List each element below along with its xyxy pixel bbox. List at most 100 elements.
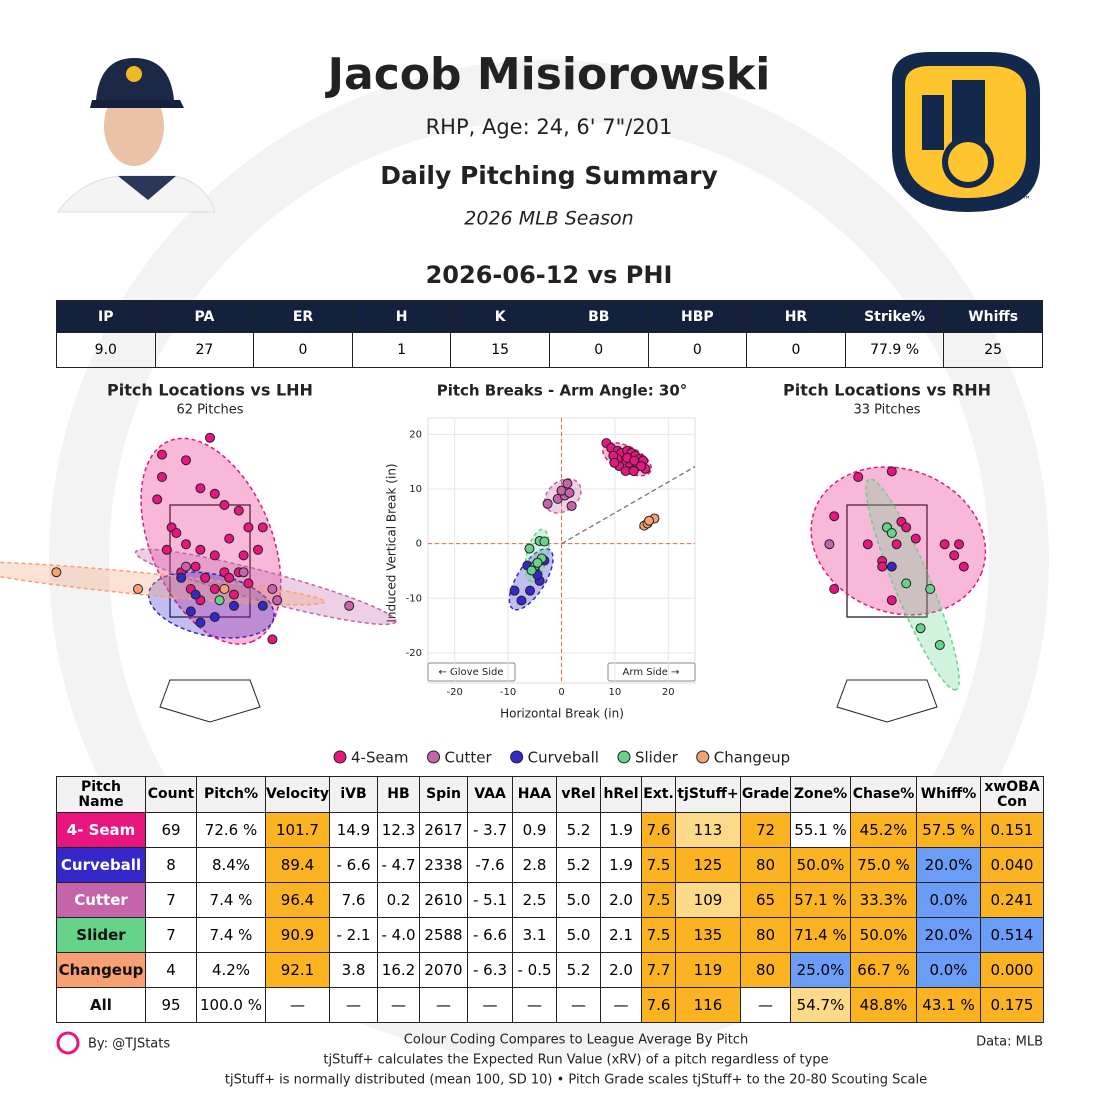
player-bio: RHP, Age: 24, 6' 7"/201 [426,115,673,139]
table-cell: 0.000 [980,952,1044,988]
pitch-point [152,494,163,505]
table-cell: 2588 [419,917,468,953]
column-header: Pitch Name [56,776,146,813]
table-cell: — [265,987,330,1023]
table-cell: 48.8% [850,987,917,1023]
confidence-ellipse [140,437,282,645]
table-cell: 4 [145,952,197,988]
summary-header: HBP [647,300,748,333]
table-cell: 5.0 [556,882,601,918]
table-cell: — [740,987,791,1023]
column-header: Chase% [850,776,917,813]
pitch-point [181,455,191,466]
table-cell: 72.6 % [196,812,266,848]
pitch-point [910,533,921,544]
confidence-ellipse [147,571,275,639]
table-cell: 20.0% [916,917,981,953]
pitch-point [891,539,902,550]
table-cell: 2070 [419,952,468,988]
table-cell: 101.7 [265,812,330,848]
pitch-point [229,600,239,611]
pitch-point [257,600,268,611]
column-header: Pitch% [196,776,266,813]
table-cell: 16.2 [377,952,420,988]
pitch-point [181,539,191,550]
x-axis-label: Horizontal Break (in) [500,707,624,721]
summary-value: 25 [943,332,1043,368]
table-cell: — [329,987,378,1023]
credit: By: @TJStats [88,1037,170,1052]
table-cell: 2.1 [600,917,642,953]
column-header: Zone% [790,776,851,813]
table-cell: 7.7 [641,952,676,988]
pitch-point [229,589,239,600]
pitch-point [524,543,535,554]
table-cell: 65 [740,882,791,918]
summary-header: Whiffs [943,300,1043,333]
table-cell: -7.6 [467,847,513,883]
pitch-point [636,461,647,472]
table-cell: 0.0% [916,882,981,918]
pitch-point [886,466,897,477]
pitch-point [209,550,220,561]
table-cell: - 0.5 [512,952,557,988]
table-cell: — [512,987,557,1023]
pitch-point [214,595,225,606]
table-cell: 3.8 [329,952,378,988]
strike-zone [846,504,928,618]
pitch-point [224,533,235,544]
table-cell: 8 [145,847,197,883]
report-title: Daily Pitching Summary [380,161,718,190]
table-row: Cutter 7 7.4 % 96.4 7.6 0.2 2610- 5.1 2.5 5.0 2.0… [56,882,1044,918]
x-tick-label: -10 [500,687,516,698]
table-cell: - 6.3 [467,952,513,988]
table-cell: 7.5 [641,882,676,918]
table-cell: 0.9 [512,812,557,848]
pitch-point [853,472,864,482]
table-cell: 75.0 % [850,847,917,883]
table-cell: 4.2% [196,952,266,988]
pitch-point [51,567,62,578]
summary-value: 15 [450,332,550,368]
pitch-point [195,544,206,555]
pitch-point [542,498,553,509]
summary-value: 77.9 % [844,332,945,368]
pitch-name: Slider [56,917,146,953]
table-cell: 7.6 [329,882,378,918]
table-cell: 0.241 [980,882,1044,918]
pitch-point [901,522,912,533]
summary-value: 0 [548,332,649,368]
table-cell: - 4.7 [377,847,420,883]
x-tick-label: 0 [558,687,564,698]
table-cell: 5.2 [556,952,601,988]
pitch-point [267,584,278,594]
pitch-point [526,565,537,576]
legend-marker [696,750,710,764]
table-cell: 43.1 % [916,987,981,1023]
table-cell: 0.151 [980,812,1044,848]
summary-header: H [351,300,452,333]
pitch-name: Curveball [56,847,146,883]
table-cell: 125 [675,847,741,883]
pitch-point [901,578,912,589]
table-row: Slider 7 7.4 % 90.9- 2.1- 4.0 2588- 6.6 3.1 5.… [56,917,1044,953]
summary-header: K [450,300,550,333]
pitch-point [344,600,355,611]
annotation-box [607,662,696,682]
pitch-point [195,617,206,628]
summary-header: Strike% [844,300,945,333]
pitch-point [524,585,535,596]
table-cell: 2.5 [512,882,557,918]
game: 2026-06-12 vs PHI [426,261,673,289]
summary-header: BB [548,300,649,333]
pitch-point [829,584,840,594]
table-cell: - 4.0 [377,917,420,953]
table-cell: 7.6 [641,812,676,848]
pitch-point [253,544,263,555]
pitch-point [629,455,640,466]
pitch-point [205,432,215,443]
